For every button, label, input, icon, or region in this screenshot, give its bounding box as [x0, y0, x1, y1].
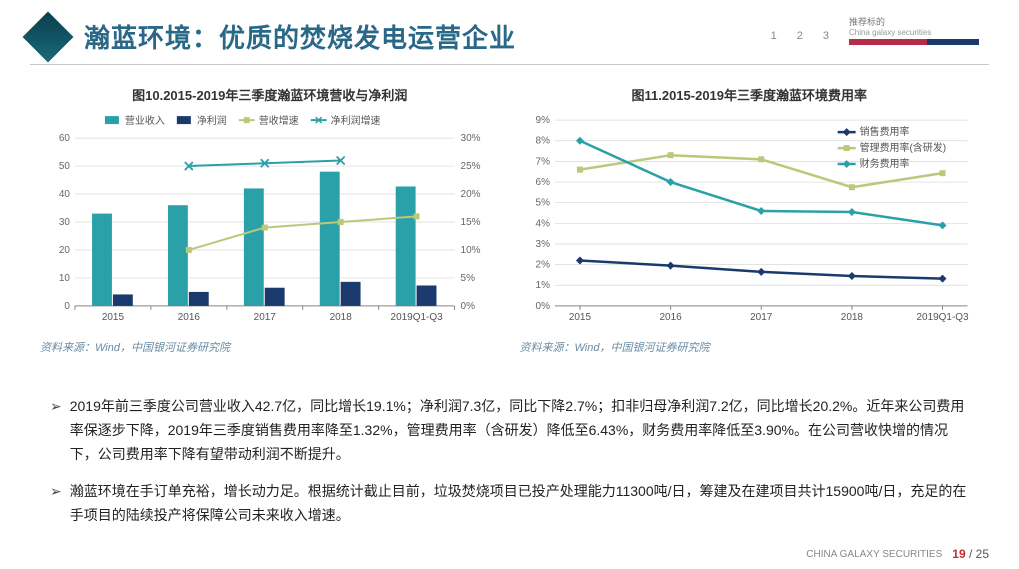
svg-text:6%: 6% [535, 177, 550, 188]
bullet-arrow-icon: ➢ [50, 480, 62, 528]
svg-text:30: 30 [59, 217, 71, 228]
svg-text:10: 10 [59, 273, 71, 284]
svg-text:2018: 2018 [840, 312, 863, 323]
title-underline [30, 64, 989, 65]
indicator-block: 推荐标的 China galaxy securities [849, 15, 979, 45]
chart-right-title: 图11.2015-2019年三季度瀚蓝环境费用率 [520, 85, 980, 104]
page-total: 25 [976, 547, 989, 561]
svg-text:20: 20 [59, 245, 71, 256]
indicator-sub: China galaxy securities [849, 28, 931, 37]
svg-text:2016: 2016 [659, 312, 682, 323]
indicator-num-3: 3 [823, 30, 829, 45]
svg-text:营收增速: 营收增速 [259, 114, 299, 127]
svg-text:10%: 10% [461, 245, 481, 256]
svg-text:9%: 9% [535, 115, 550, 126]
svg-text:2017: 2017 [750, 312, 773, 323]
svg-text:销售费用率: 销售费用率 [859, 125, 909, 138]
bullet-text: 2019年前三季度公司营业收入42.7亿，同比增长19.1%；净利润7.3亿，同… [70, 395, 969, 466]
indicator-num-1: 1 [771, 30, 777, 45]
bullet-item: ➢ 瀚蓝环境在手订单充裕，增长动力足。根据统计截止目前，垃圾焚烧项目已投产处理能… [50, 480, 969, 528]
svg-text:2016: 2016 [178, 312, 201, 323]
chart-left-box: 图10.2015-2019年三季度瀚蓝环境营收与净利润 0 10 20 30 40 50 6… [40, 85, 500, 355]
svg-text:2019Q1-Q3: 2019Q1-Q3 [916, 312, 969, 323]
svg-text:5%: 5% [535, 198, 550, 209]
svg-text:2%: 2% [535, 260, 550, 271]
svg-text:财务费用率: 财务费用率 [859, 157, 909, 170]
svg-text:40: 40 [59, 189, 71, 200]
chart-left-canvas: 0 10 20 30 40 50 60 0% 5% 10% 15% 20% 25% 30% 2015 2016… [40, 110, 500, 330]
svg-text:1%: 1% [535, 280, 550, 291]
bullet-item: ➢ 2019年前三季度公司营业收入42.7亿，同比增长19.1%；净利润7.3亿… [50, 395, 969, 466]
svg-text:20%: 20% [461, 189, 481, 200]
page-number: 19 / 25 [952, 547, 989, 561]
slide-footer: CHINA GALAXY SECURITIES 19 / 25 [806, 547, 989, 561]
svg-text:5%: 5% [461, 273, 476, 284]
footer-brand: CHINA GALAXY SECURITIES [806, 549, 942, 560]
chart-right-canvas: 0% 1% 2% 3% 4% 5% 6% 7% 8% 9% 2015 2016 2017 2018 2019… [520, 110, 980, 330]
svg-text:50: 50 [59, 161, 71, 172]
bullet-list: ➢ 2019年前三季度公司营业收入42.7亿，同比增长19.1%；净利润7.3亿… [50, 395, 969, 542]
indicator-label: 推荐标的 [849, 15, 885, 28]
svg-text:管理费用率(含研发): 管理费用率(含研发) [859, 141, 945, 154]
svg-text:2017: 2017 [254, 312, 277, 323]
svg-text:0%: 0% [535, 301, 550, 312]
svg-text:25%: 25% [461, 161, 481, 172]
charts-row: 图10.2015-2019年三季度瀚蓝环境营收与净利润 0 10 20 30 40 50 6… [40, 85, 979, 355]
slide-title: 瀚蓝环境：优质的焚烧发电运营企业 [84, 18, 516, 55]
svg-text:0: 0 [64, 301, 70, 312]
bullet-arrow-icon: ➢ [50, 395, 62, 466]
svg-text:4%: 4% [535, 218, 550, 229]
logo-diamond-icon [23, 11, 74, 62]
bullet-text: 瀚蓝环境在手订单充裕，增长动力足。根据统计截止目前，垃圾焚烧项目已投产处理能力1… [70, 480, 969, 528]
svg-text:60: 60 [59, 133, 71, 144]
svg-text:营业收入: 营业收入 [125, 114, 165, 127]
page-current: 19 [952, 547, 965, 561]
svg-text:0%: 0% [461, 301, 476, 312]
svg-text:3%: 3% [535, 239, 550, 250]
chart-left-title: 图10.2015-2019年三季度瀚蓝环境营收与净利润 [40, 85, 500, 104]
svg-text:7%: 7% [535, 156, 550, 167]
indicator-bar-icon [849, 39, 979, 45]
svg-text:2015: 2015 [568, 312, 591, 323]
svg-text:净利润: 净利润 [197, 114, 227, 127]
top-right-indicator: 1 2 3 推荐标的 China galaxy securities [771, 15, 979, 45]
svg-text:15%: 15% [461, 217, 481, 228]
indicator-num-2: 2 [797, 30, 803, 45]
svg-text:2019Q1-Q3: 2019Q1-Q3 [391, 312, 444, 323]
chart-right-source: 资料来源：Wind，中国银河证券研究院 [520, 339, 980, 355]
svg-text:30%: 30% [461, 133, 481, 144]
svg-text:净利润增速: 净利润增速 [331, 114, 381, 127]
chart-left-source: 资料来源：Wind，中国银河证券研究院 [40, 339, 500, 355]
svg-text:2018: 2018 [330, 312, 353, 323]
svg-text:8%: 8% [535, 136, 550, 147]
svg-text:2015: 2015 [102, 312, 125, 323]
chart-right-box: 图11.2015-2019年三季度瀚蓝环境费用率 0% 1% 2% 3% 4% 5% 6% 7… [520, 85, 980, 355]
